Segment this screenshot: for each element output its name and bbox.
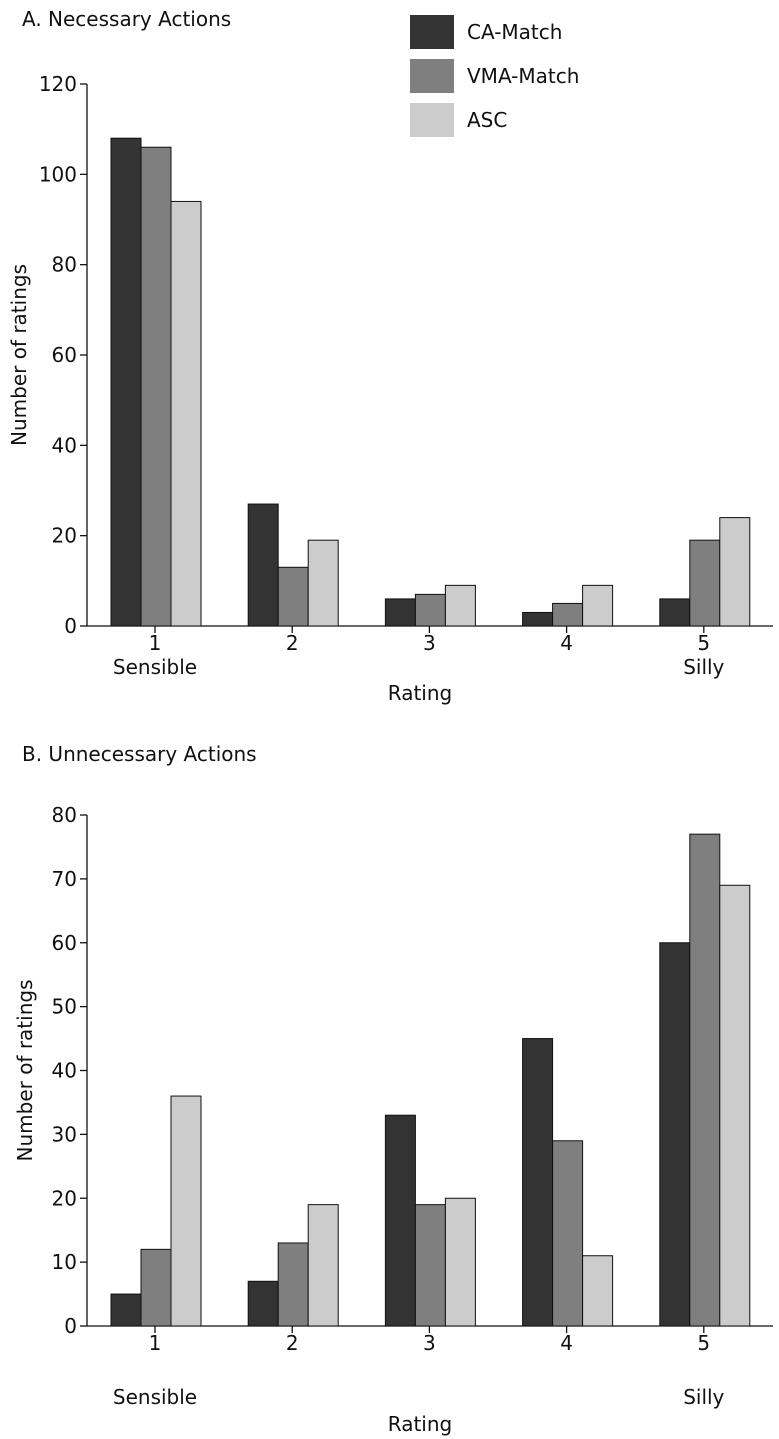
panel-a-bar-asc-4 — [582, 584, 614, 627]
panel-b-bar-asc-1 — [170, 1095, 202, 1327]
panel-b-y-tick-label: 20 — [52, 1186, 77, 1210]
panel-b-bar-ca-match-3 — [384, 1114, 416, 1327]
legend-swatch-vma-match — [410, 59, 454, 93]
panel-b-bar-asc-2 — [307, 1204, 339, 1327]
legend-label-vma-match: VMA-Match — [467, 64, 579, 88]
panel-b-y-tick-label: 70 — [52, 867, 77, 891]
panel-b-x-sublabel: Silly — [683, 1385, 724, 1409]
panel-b-x-tick-label: 5 — [697, 1331, 710, 1355]
panel-b-y-tick-label: 0 — [64, 1314, 77, 1338]
panel-a-y-tick-label: 20 — [52, 524, 77, 548]
panel-b-y-tick-label: 30 — [52, 1122, 77, 1146]
panel-a-x-tick-label: 1 — [149, 631, 162, 655]
panel-b-x-sublabel: Sensible — [113, 1385, 197, 1409]
panel-a-y-tick-label: 40 — [52, 433, 77, 457]
panel-a-bar-ca-match-2 — [247, 503, 279, 627]
panel-b-x-tick-label: 2 — [286, 1331, 299, 1355]
panel-b-x-tick-label: 4 — [560, 1331, 573, 1355]
panel-b-y-tick-label: 60 — [52, 931, 77, 955]
panel-b-bar-ca-match-1 — [110, 1293, 142, 1327]
panel-b-y-axis-label: Number of ratings — [13, 979, 37, 1161]
panel-b-bar-asc-3 — [444, 1197, 476, 1327]
panel-a-bar-ca-match-3 — [384, 598, 416, 627]
panel-a-bar-ca-match-4 — [522, 611, 554, 627]
legend-swatch-asc — [410, 103, 454, 137]
panel-a-y-tick-label: 0 — [64, 614, 77, 638]
panel-b-bar-ca-match-5 — [659, 942, 691, 1327]
panel-a-bar-ca-match-1 — [110, 137, 142, 627]
panel-a-y-tick-label: 80 — [52, 253, 77, 277]
panel-a-bar-vma-match-2 — [277, 566, 309, 627]
panel-a-x-sublabel: Silly — [683, 655, 724, 679]
legend-label-asc: ASC — [467, 108, 507, 132]
panel-a-bar-asc-2 — [307, 539, 339, 627]
panel-a-y-tick-label: 100 — [39, 162, 77, 186]
panel-b: B. Unnecessary Actions 0 10 20 30 40 50 60 70 80 N… — [13, 742, 773, 1436]
panel-b-x-tick-label: 1 — [149, 1331, 162, 1355]
panel-b-bar-ca-match-4 — [522, 1038, 554, 1327]
legend-swatch-ca-match — [410, 15, 454, 49]
panel-a-bar-asc-1 — [170, 200, 202, 627]
legend: CA-Match VMA-Match ASC — [410, 15, 579, 137]
panel-b-y-tick-label: 40 — [52, 1059, 77, 1083]
panel-a-title: A. Necessary Actions — [22, 7, 231, 31]
panel-b-y-tick-label: 50 — [52, 995, 77, 1019]
panel-b-x-axis-label: Rating — [388, 1412, 452, 1436]
panel-a-y-tick-label: 120 — [39, 72, 77, 96]
panel-a-bar-vma-match-5 — [689, 539, 721, 627]
panel-a-x-tick-label: 2 — [286, 631, 299, 655]
panel-a-x-tick-label: 5 — [697, 631, 710, 655]
panel-a-bar-vma-match-1 — [140, 146, 172, 627]
panel-b-bar-vma-match-1 — [140, 1248, 172, 1327]
panel-b-bar-ca-match-2 — [247, 1280, 279, 1327]
panel-b-bar-vma-match-2 — [277, 1242, 309, 1327]
panel-a-bar-ca-match-5 — [659, 598, 691, 627]
panel-a-y-axis-label: Number of ratings — [7, 264, 31, 446]
panel-b-title: B. Unnecessary Actions — [22, 742, 257, 766]
legend-label-ca-match: CA-Match — [467, 20, 562, 44]
panel-b-bar-vma-match-5 — [689, 833, 721, 1327]
panel-a-y-tick-label: 60 — [52, 343, 77, 367]
panel-a-x-sublabel: Sensible — [113, 655, 197, 679]
panel-b-x-tick-label: 3 — [423, 1331, 436, 1355]
panel-b-bar-vma-match-4 — [552, 1140, 584, 1327]
panel-b-y-tick-label: 80 — [52, 803, 77, 827]
panel-a-bar-vma-match-4 — [552, 602, 584, 627]
panel-a-bar-vma-match-3 — [414, 593, 446, 627]
panel-a-x-tick-label: 3 — [423, 631, 436, 655]
panel-a: A. Necessary Actions 0 20 40 60 80 100 120 Numbe… — [7, 7, 773, 705]
panel-b-y-tick-label: 10 — [52, 1250, 77, 1274]
panel-a-bar-asc-3 — [444, 584, 476, 627]
panel-b-bar-asc-5 — [719, 884, 751, 1327]
panel-b-bar-vma-match-3 — [414, 1204, 446, 1327]
panel-b-bar-asc-4 — [582, 1255, 614, 1327]
panel-a-x-tick-label: 4 — [560, 631, 573, 655]
panel-a-x-axis-label: Rating — [388, 681, 452, 705]
panel-a-bar-asc-5 — [719, 517, 751, 627]
